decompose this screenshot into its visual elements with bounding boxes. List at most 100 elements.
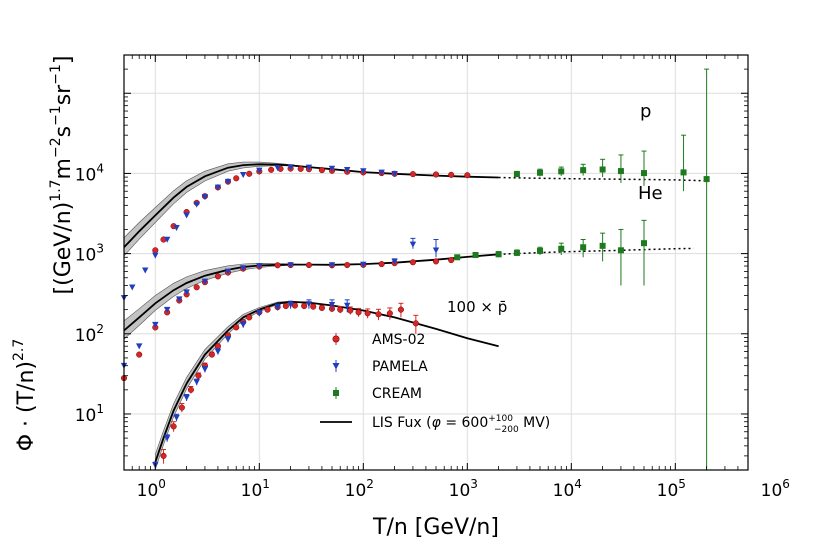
y-unit-open: [(GeV/n)	[51, 202, 76, 295]
legend-marker-circle	[332, 335, 340, 343]
x-tick-label: 103	[449, 477, 478, 501]
x-tick-label: 105	[657, 477, 686, 501]
y-axis-title-right: [(GeV/n)1.7m−2s−1sr−1]	[48, 56, 76, 295]
y-label-left-exponent: 2.7	[11, 339, 27, 361]
antiproton-symbol: p̄	[498, 298, 508, 316]
he-pamela-point	[224, 268, 232, 275]
y-unit-exp-2: −2	[48, 137, 64, 158]
p-ams-02-point	[318, 167, 325, 174]
pbar-ams-02-point	[178, 404, 185, 411]
pbar-ams-02-point	[310, 303, 317, 310]
pbar-pamela-point	[224, 336, 232, 343]
pbar-ams-02-point	[187, 386, 194, 393]
p-pamela-point	[328, 165, 336, 172]
pbar-ams-02-point	[195, 372, 202, 379]
he-cream-point	[641, 240, 647, 247]
p-ams-02-point	[464, 172, 471, 179]
pbar-ams-02-point	[160, 452, 167, 459]
he-pamela-point	[163, 306, 171, 313]
legend-label-ams02: AMS-02	[372, 332, 425, 348]
legend-marker-triangle	[332, 363, 340, 370]
pbar-ams-02-point	[355, 309, 362, 316]
p-pamela-point	[214, 184, 222, 191]
p-pamela-point	[201, 194, 209, 201]
he-pamela-point	[432, 247, 440, 254]
pbar-pamela-point	[163, 435, 171, 442]
p-pamela-point	[391, 170, 398, 177]
p-ams-02-point	[409, 171, 416, 178]
pbar-pamela-point	[239, 321, 247, 328]
p-pamela-point	[142, 267, 149, 274]
he-pamela-point	[176, 296, 183, 303]
pbar-ams-02-point	[318, 304, 325, 311]
pbar-ams-02-point	[291, 302, 298, 309]
p-pamela-point	[152, 252, 159, 259]
pbar-ams-02-point	[364, 310, 371, 317]
pbar-ams-02-point	[264, 306, 271, 313]
legend-item-lis: LIS Fux (φ = 600+100 −200 MV)	[320, 414, 550, 435]
he-pamela-point	[152, 321, 159, 328]
he-pamela-point	[201, 278, 209, 285]
p-ams-02-point	[246, 170, 253, 177]
pbar-ams-02-point	[246, 314, 253, 321]
x-tick-label: 102	[345, 477, 374, 501]
he-ams-02-point	[378, 261, 385, 268]
p-ams-02-point	[448, 171, 455, 178]
p-pamela-point	[343, 166, 351, 173]
p-cream-point	[537, 169, 543, 176]
svg-text:[(GeV/n)1.7m−2s−1sr−1]: [(GeV/n)1.7m−2s−1sr−1]	[48, 56, 76, 295]
curve-p-lis-extrapolation	[498, 176, 707, 182]
p-pamela-point	[305, 164, 313, 171]
p-pamela-point	[224, 178, 232, 185]
y-tick-label: 102	[75, 322, 104, 346]
pbar-pamela-point	[274, 304, 281, 311]
pbar-ams-02-point	[375, 311, 382, 318]
he-cream-point	[617, 247, 624, 254]
legend-item-ams02: AMS-02	[332, 332, 425, 348]
series-label-proton: p	[640, 101, 651, 122]
he-pamela-point	[391, 258, 398, 265]
pbar-ams-02-point	[208, 351, 215, 358]
antiproton-prefix: 100 ×	[447, 298, 498, 316]
he-cream-point	[454, 254, 461, 261]
series-label-helium: He	[638, 183, 663, 204]
pbar-ams-02-point	[301, 302, 308, 310]
he-ams-02-point	[409, 259, 416, 266]
pbar-ams-02-point	[282, 302, 289, 310]
pbar-ams-02-point	[397, 306, 404, 313]
he-pamela-point	[135, 343, 143, 350]
pbar-pamela-point	[256, 310, 263, 317]
lis-label-main: LIS Fux (	[372, 415, 432, 431]
p-cream-point	[513, 171, 520, 178]
he-pamela-point	[360, 261, 367, 268]
he-pamela-point	[409, 241, 417, 248]
legend-item-pamela: PAMELA	[332, 359, 428, 375]
he-pamela-point	[287, 262, 294, 269]
he-cream-point	[495, 251, 502, 258]
pbar-ams-02-point	[233, 324, 240, 331]
legend-item-cream: CREAM	[333, 386, 422, 402]
y-unit-exp-3: −1	[48, 105, 64, 126]
pbar-ams-02-point	[337, 306, 344, 313]
he-ams-02-point	[305, 261, 312, 269]
he-pamela-point	[328, 262, 336, 269]
pbar-ams-02-point	[412, 320, 419, 327]
pbar-pamela-point	[201, 366, 209, 373]
he-cream-point	[472, 252, 479, 259]
y-tick-label: 103	[75, 242, 104, 266]
x-tick-label: 101	[241, 477, 270, 501]
p-ams-02-point	[297, 165, 304, 172]
pbar-pamela-point	[183, 394, 190, 401]
x-tick-label: 106	[761, 477, 790, 501]
he-ams-02-point	[432, 258, 440, 265]
lis-label-eq: = 600	[441, 415, 488, 431]
he-pamela-point	[239, 265, 247, 272]
lis-label-sup: +100	[488, 414, 513, 424]
pbar-pamela-point	[287, 301, 294, 308]
p-pamela-point	[173, 224, 180, 231]
band-pbar-lis	[155, 300, 499, 470]
he-cream-point	[558, 245, 565, 252]
he-ams-02-point	[344, 261, 351, 269]
